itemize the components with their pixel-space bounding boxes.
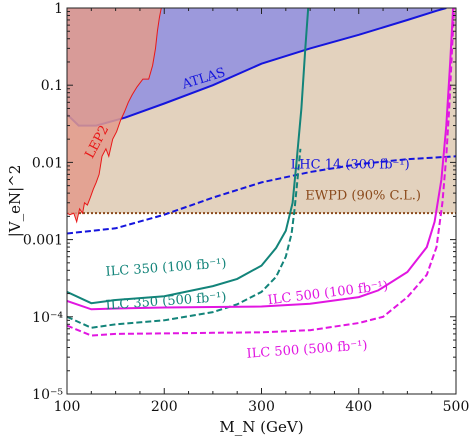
region-lep2-boundary (67, 8, 162, 224)
x-tick-label: 100 (54, 399, 81, 415)
region-atlas (67, 8, 447, 126)
y-tick-label: 10⁻⁵ (32, 387, 63, 403)
x-tick-label: 300 (248, 399, 275, 415)
series-layer (67, 8, 456, 337)
series-line-4 (67, 8, 456, 337)
series-line-0 (67, 155, 456, 235)
y-tick-label: 1 (54, 1, 63, 17)
annotation-label: EWPD (90% C.L.) (305, 189, 421, 204)
y-tick-label: 0.01 (32, 155, 63, 171)
ticks-layer: 100 200 300 400 500 10⁻⁵ 10⁻⁴ 0.001 0.01 0.1 1 (23, 1, 469, 415)
x-axis-label: M_N (GeV) (219, 418, 303, 436)
y-tick-label: 10⁻⁴ (32, 310, 63, 326)
x-tick-label: 400 (345, 399, 372, 415)
regions-layer (67, 8, 456, 224)
x-tick-label: 500 (443, 399, 469, 415)
region-lep2 (67, 8, 162, 222)
y-tick-label: 0.1 (41, 78, 63, 94)
x-tick-label: 200 (151, 399, 178, 415)
axis-labels-layer: M_N (GeV) |V_eN|^2 (6, 165, 304, 436)
series-line-3 (67, 8, 455, 311)
annotation-label: LHC 14 (300 fb⁻¹) (291, 158, 410, 173)
y-tick-label: 0.001 (23, 233, 63, 249)
y-axis-label: |V_eN|^2 (6, 165, 24, 238)
series-line-2 (67, 148, 302, 329)
series-line-1 (67, 8, 310, 305)
